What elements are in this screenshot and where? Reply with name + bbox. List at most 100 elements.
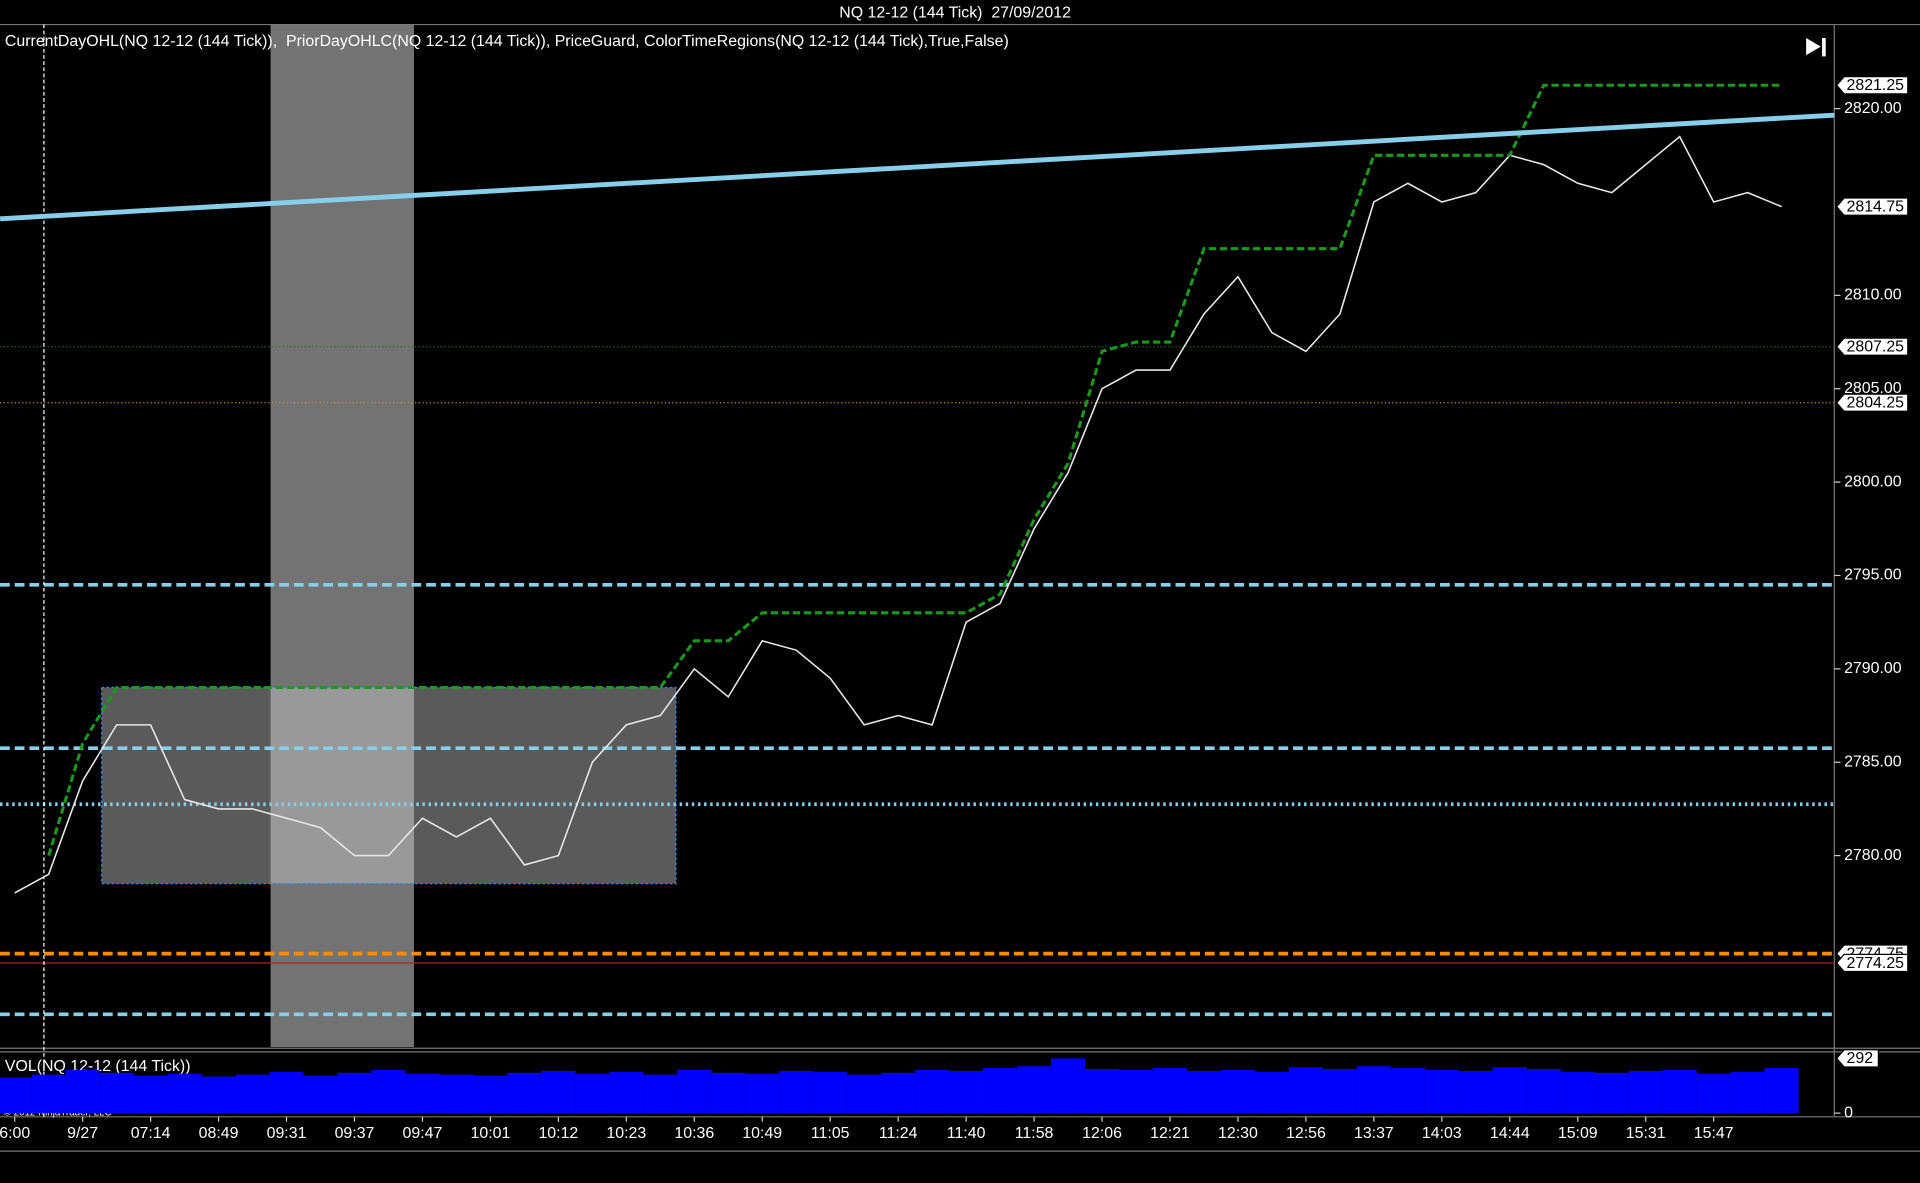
volume-bar	[337, 1072, 372, 1114]
range-box	[101, 686, 677, 885]
x-tick-label: 11:05	[811, 1125, 850, 1142]
volume-bar	[1254, 1071, 1289, 1114]
volume-bar	[575, 1073, 610, 1114]
y-tick-label: 2810.00	[1844, 287, 1902, 304]
volume-bar	[1424, 1070, 1459, 1114]
y-tick-label: 2785.00	[1844, 753, 1902, 770]
x-tick-label: 12:21	[1150, 1125, 1190, 1142]
x-tick-label: 08:49	[199, 1125, 239, 1142]
volume-bar	[949, 1070, 984, 1114]
volume-bar	[541, 1070, 576, 1114]
volume-bar	[609, 1071, 644, 1114]
volume-bar	[1356, 1066, 1391, 1114]
volume-bar	[643, 1074, 678, 1114]
price-marker	[1835, 953, 1909, 973]
volume-bar	[1119, 1070, 1154, 1114]
x-tick-label: 12:56	[1286, 1125, 1326, 1142]
volume-bar	[881, 1072, 916, 1114]
volume-bar	[1696, 1073, 1731, 1114]
scroll-end-button[interactable]	[1806, 38, 1826, 57]
x-tick-label: 11:40	[947, 1125, 986, 1142]
volume-bar	[473, 1075, 508, 1114]
volume-bar	[1152, 1068, 1188, 1114]
price-marker-label: 2774.25	[1847, 955, 1905, 972]
x-tick-label: 15:09	[1558, 1125, 1598, 1142]
volume-bar	[439, 1074, 474, 1114]
volume-bar	[1288, 1067, 1323, 1114]
volume-bar	[1594, 1072, 1629, 1114]
volume-label: VOL(NQ 12-12 (144 Tick))	[5, 1058, 191, 1075]
volume-bar	[0, 1077, 32, 1114]
scroll-end-icon[interactable]	[1822, 38, 1826, 57]
x-tick-label: 9/27	[67, 1125, 98, 1142]
price-marker-label: 2814.75	[1847, 198, 1905, 215]
x-tick-label: 09:47	[403, 1125, 443, 1142]
volume-bar	[711, 1072, 746, 1114]
x-tick-label: 6:00	[0, 1125, 30, 1142]
y-tick-label: 0	[1844, 1104, 1853, 1121]
volume-bar	[1186, 1070, 1221, 1114]
y-tick-label: 2790.00	[1844, 660, 1902, 677]
volume-bar	[303, 1075, 338, 1114]
volume-bar	[1662, 1070, 1697, 1114]
x-tick-label: 11:58	[1015, 1125, 1054, 1142]
session-high-line	[47, 83, 1782, 857]
price-line	[14, 135, 1782, 894]
volume-bar	[235, 1074, 270, 1114]
x-tick-label: 15:47	[1694, 1125, 1734, 1142]
x-tick-label: 12:06	[1082, 1125, 1122, 1142]
volume-bar	[1764, 1068, 1799, 1114]
volume-bar	[745, 1073, 780, 1114]
indicator-list: CurrentDayOHL(NQ 12-12 (144 Tick)), Prio…	[5, 33, 1009, 50]
x-tick-label: 10:23	[606, 1125, 646, 1142]
volume-bar	[1730, 1071, 1765, 1114]
volume-bar	[677, 1070, 712, 1114]
volume-bar	[1492, 1067, 1527, 1114]
price-marker-label: 2807.25	[1847, 339, 1905, 356]
volume-bar	[133, 1075, 168, 1114]
volume-bar	[1220, 1070, 1255, 1114]
trendline	[0, 112, 1835, 222]
volume-bar	[1390, 1068, 1425, 1114]
x-tick-label: 10:36	[674, 1125, 714, 1142]
y-tick-label: 2780.00	[1844, 847, 1902, 864]
volume-marker-label: 292	[1847, 1050, 1874, 1067]
copyright: © 2012 NinjaTrader, LLC	[4, 1108, 112, 1119]
volume-marker	[1835, 1049, 1879, 1068]
x-tick-label: 10:12	[538, 1125, 578, 1142]
volume-bar	[1017, 1066, 1052, 1114]
volume-bar	[1560, 1071, 1595, 1114]
price-marker	[1835, 197, 1909, 216]
x-tick-label: 14:03	[1422, 1125, 1462, 1142]
volume-bar	[1051, 1058, 1086, 1114]
price-marker-label: 2804.25	[1847, 395, 1905, 412]
x-tick-label: 09:31	[267, 1125, 307, 1142]
x-tick-label: 11:24	[879, 1125, 918, 1142]
volume-bar	[847, 1074, 882, 1114]
volume-bar	[813, 1071, 848, 1114]
x-tick-label: 13:37	[1354, 1125, 1394, 1142]
volume-bar	[1628, 1070, 1663, 1114]
x-tick-label: 15:31	[1626, 1125, 1666, 1142]
volume-bar	[65, 1070, 100, 1114]
y-tick-label: 2800.00	[1844, 473, 1902, 490]
volume-bar	[507, 1072, 542, 1114]
plot-area	[0, 24, 1835, 1117]
volume-bar	[269, 1071, 304, 1114]
volume-bar	[1322, 1069, 1357, 1114]
volume-bar	[371, 1070, 406, 1114]
volume-bar	[167, 1073, 202, 1114]
volume-bar	[31, 1074, 66, 1114]
volume-bar	[405, 1073, 440, 1114]
volume-bar	[1526, 1069, 1561, 1114]
volume-bar	[779, 1070, 814, 1114]
volume-bar	[915, 1070, 950, 1114]
x-tick-label: 12:30	[1218, 1125, 1258, 1142]
volume-bar	[1458, 1070, 1493, 1114]
volume-bar	[983, 1068, 1018, 1114]
volume-bar	[99, 1072, 134, 1114]
scroll-end-icon[interactable]	[1806, 38, 1821, 56]
chart-title: NQ 12-12 (144 Tick) 27/09/2012	[839, 5, 1071, 22]
